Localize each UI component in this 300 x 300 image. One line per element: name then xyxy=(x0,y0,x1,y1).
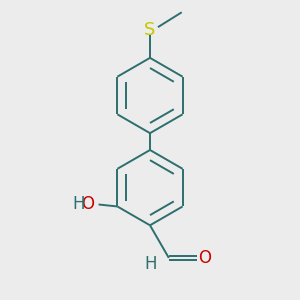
Text: S: S xyxy=(144,21,156,39)
Text: O: O xyxy=(199,249,212,267)
Text: O: O xyxy=(82,196,94,214)
Text: H: H xyxy=(144,255,157,273)
Text: H: H xyxy=(72,196,85,214)
